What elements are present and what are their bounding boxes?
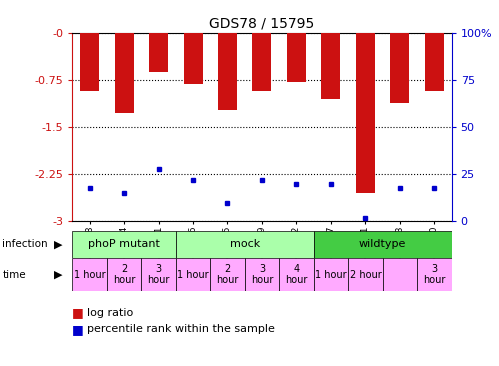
Bar	[321, 33, 340, 99]
Bar	[314, 258, 348, 291]
Bar	[107, 258, 141, 291]
Bar	[176, 231, 314, 258]
Bar	[80, 33, 99, 91]
Text: 1 hour: 1 hour	[74, 269, 105, 280]
Bar	[417, 258, 452, 291]
Bar	[314, 231, 452, 258]
Bar	[287, 33, 306, 82]
Bar	[356, 33, 375, 193]
Bar	[218, 33, 237, 109]
Text: wildtype: wildtype	[359, 239, 406, 249]
Text: 1 hour: 1 hour	[177, 269, 209, 280]
Text: ■: ■	[72, 323, 84, 336]
Text: 4
hour: 4 hour	[285, 264, 308, 285]
Text: time: time	[2, 269, 26, 280]
Text: percentile rank within the sample: percentile rank within the sample	[87, 324, 275, 335]
Bar	[348, 258, 383, 291]
Text: 2
hour: 2 hour	[216, 264, 239, 285]
Text: phoP mutant: phoP mutant	[88, 239, 160, 249]
Bar	[176, 258, 210, 291]
Text: 3
hour: 3 hour	[423, 264, 446, 285]
Bar	[149, 33, 168, 72]
Bar	[184, 33, 203, 85]
Bar	[279, 258, 314, 291]
Bar	[390, 33, 409, 103]
Text: 2
hour: 2 hour	[113, 264, 135, 285]
Text: mock: mock	[230, 239, 260, 249]
Bar	[245, 258, 279, 291]
Text: ▶: ▶	[54, 269, 62, 280]
Bar	[115, 33, 134, 113]
Bar	[72, 258, 107, 291]
Bar	[252, 33, 271, 91]
Text: infection: infection	[2, 239, 48, 250]
Text: log ratio: log ratio	[87, 308, 134, 318]
Text: 3
hour: 3 hour	[251, 264, 273, 285]
Text: ■: ■	[72, 306, 84, 320]
Bar	[210, 258, 245, 291]
Title: GDS78 / 15795: GDS78 / 15795	[210, 16, 314, 30]
Text: 2 hour: 2 hour	[349, 269, 381, 280]
Bar	[383, 258, 417, 291]
Text: 3
hour: 3 hour	[147, 264, 170, 285]
Bar	[72, 231, 176, 258]
Text: 1 hour: 1 hour	[315, 269, 347, 280]
Text: ▶: ▶	[54, 239, 62, 250]
Bar	[141, 258, 176, 291]
Bar	[425, 33, 444, 91]
